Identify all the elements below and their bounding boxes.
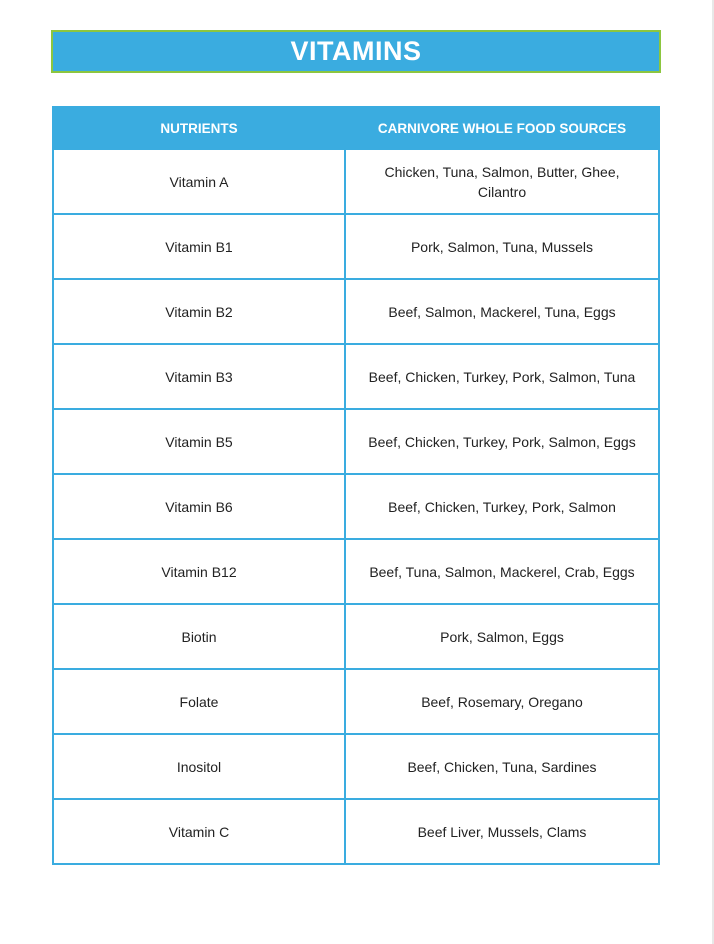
table-row: Vitamin B2 Beef, Salmon, Mackerel, Tuna, … — [52, 278, 660, 345]
header-food-sources: CARNIVORE WHOLE FOOD SOURCES — [344, 106, 660, 150]
nutrient-cell: Folate — [52, 668, 346, 735]
food-sources-cell: Beef, Tuna, Salmon, Mackerel, Crab, Eggs — [344, 538, 660, 605]
nutrient-cell: Vitamin B5 — [52, 408, 346, 475]
table-row: Vitamin C Beef Liver, Mussels, Clams — [52, 798, 660, 865]
nutrient-cell: Vitamin B6 — [52, 473, 346, 540]
nutrient-cell: Vitamin C — [52, 798, 346, 865]
food-sources-cell: Chicken, Tuna, Salmon, Butter, Ghee, Cil… — [344, 148, 660, 215]
table-row: Vitamin B6 Beef, Chicken, Turkey, Pork, S… — [52, 473, 660, 540]
food-sources-cell: Beef, Salmon, Mackerel, Tuna, Eggs — [344, 278, 660, 345]
food-sources-cell: Beef Liver, Mussels, Clams — [344, 798, 660, 865]
food-sources-cell: Pork, Salmon, Tuna, Mussels — [344, 213, 660, 280]
table-row: Vitamin B3 Beef, Chicken, Turkey, Pork, S… — [52, 343, 660, 410]
nutrient-cell: Vitamin B2 — [52, 278, 346, 345]
nutrient-cell: Vitamin B1 — [52, 213, 346, 280]
table-row: Inositol Beef, Chicken, Tuna, Sardines — [52, 733, 660, 800]
food-sources-cell: Beef, Rosemary, Oregano — [344, 668, 660, 735]
table-row: Folate Beef, Rosemary, Oregano — [52, 668, 660, 735]
nutrient-cell: Inositol — [52, 733, 346, 800]
header-nutrients: NUTRIENTS — [52, 106, 346, 150]
nutrient-cell: Biotin — [52, 603, 346, 670]
table-row: Vitamin B12 Beef, Tuna, Salmon, Mackerel,… — [52, 538, 660, 605]
table-row: Vitamin A Chicken, Tuna, Salmon, Butter, … — [52, 148, 660, 215]
nutrient-cell: Vitamin B12 — [52, 538, 346, 605]
food-sources-cell: Beef, Chicken, Tuna, Sardines — [344, 733, 660, 800]
table-row: Vitamin B5 Beef, Chicken, Turkey, Pork, S… — [52, 408, 660, 475]
food-sources-cell: Beef, Chicken, Turkey, Pork, Salmon — [344, 473, 660, 540]
nutrient-cell: Vitamin A — [52, 148, 346, 215]
table-header-row: NUTRIENTS CARNIVORE WHOLE FOOD SOURCES — [52, 106, 660, 150]
food-sources-cell: Beef, Chicken, Turkey, Pork, Salmon, Tun… — [344, 343, 660, 410]
table-row: Biotin Pork, Salmon, Eggs — [52, 603, 660, 670]
vitamins-table: NUTRIENTS CARNIVORE WHOLE FOOD SOURCES V… — [52, 106, 660, 865]
food-sources-cell: Beef, Chicken, Turkey, Pork, Salmon, Egg… — [344, 408, 660, 475]
page-title: VITAMINS — [51, 30, 661, 73]
page-edge-divider — [712, 0, 714, 944]
nutrient-cell: Vitamin B3 — [52, 343, 346, 410]
food-sources-cell: Pork, Salmon, Eggs — [344, 603, 660, 670]
table-row: Vitamin B1 Pork, Salmon, Tuna, Mussels — [52, 213, 660, 280]
